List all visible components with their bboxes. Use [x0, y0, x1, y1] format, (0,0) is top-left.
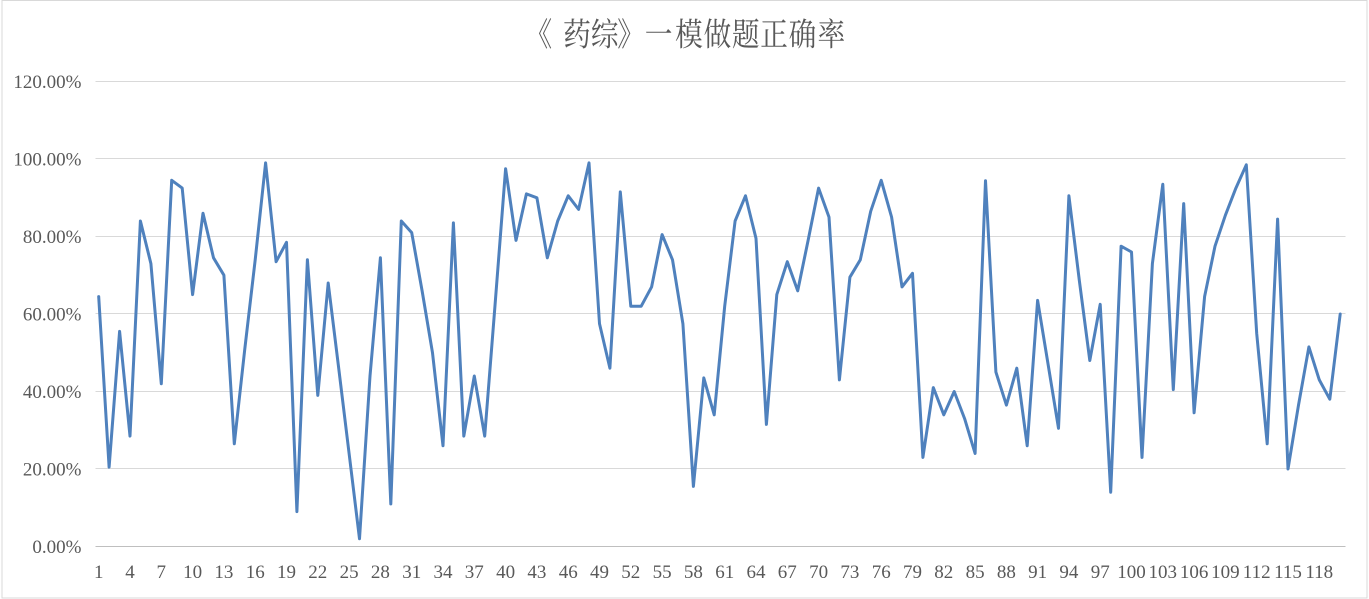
svg-text:43: 43	[527, 562, 546, 583]
svg-text:16: 16	[246, 562, 265, 583]
svg-text:37: 37	[465, 562, 484, 583]
svg-text:64: 64	[747, 562, 767, 583]
svg-text:28: 28	[371, 562, 390, 583]
svg-text:52: 52	[621, 562, 640, 583]
svg-text:67: 67	[778, 562, 797, 583]
svg-text:20.00%: 20.00%	[23, 459, 82, 480]
svg-text:46: 46	[559, 562, 578, 583]
svg-text:22: 22	[308, 562, 327, 583]
svg-text:25: 25	[340, 562, 359, 583]
svg-text:91: 91	[1028, 562, 1047, 583]
svg-text:85: 85	[966, 562, 985, 583]
svg-text:100.00%: 100.00%	[13, 149, 81, 170]
svg-text:109: 109	[1211, 562, 1240, 583]
svg-text:120.00%: 120.00%	[13, 72, 81, 93]
svg-text:34: 34	[434, 562, 454, 583]
svg-text:103: 103	[1149, 562, 1178, 583]
svg-text:82: 82	[934, 562, 953, 583]
svg-text:73: 73	[840, 562, 859, 583]
svg-text:97: 97	[1091, 562, 1110, 583]
svg-text:7: 7	[157, 562, 167, 583]
svg-text:94: 94	[1059, 562, 1079, 583]
svg-text:100: 100	[1117, 562, 1146, 583]
svg-text:40: 40	[496, 562, 515, 583]
svg-text:0.00%: 0.00%	[32, 537, 81, 558]
svg-text:4: 4	[125, 562, 135, 583]
svg-text:76: 76	[872, 562, 891, 583]
svg-text:58: 58	[684, 562, 703, 583]
svg-text:61: 61	[715, 562, 734, 583]
svg-text:13: 13	[214, 562, 233, 583]
svg-text:118: 118	[1305, 562, 1333, 583]
svg-text:60.00%: 60.00%	[23, 304, 82, 325]
svg-text:49: 49	[590, 562, 609, 583]
svg-text:88: 88	[997, 562, 1016, 583]
svg-text:19: 19	[277, 562, 296, 583]
svg-text:79: 79	[903, 562, 922, 583]
svg-text:1: 1	[94, 562, 104, 583]
svg-text:112: 112	[1243, 562, 1271, 583]
svg-text:106: 106	[1180, 562, 1209, 583]
svg-text:31: 31	[402, 562, 421, 583]
svg-text:80.00%: 80.00%	[23, 227, 82, 248]
svg-text:70: 70	[809, 562, 828, 583]
svg-text:40.00%: 40.00%	[23, 382, 82, 403]
svg-text:115: 115	[1274, 562, 1302, 583]
svg-text:55: 55	[653, 562, 672, 583]
svg-text:10: 10	[183, 562, 202, 583]
